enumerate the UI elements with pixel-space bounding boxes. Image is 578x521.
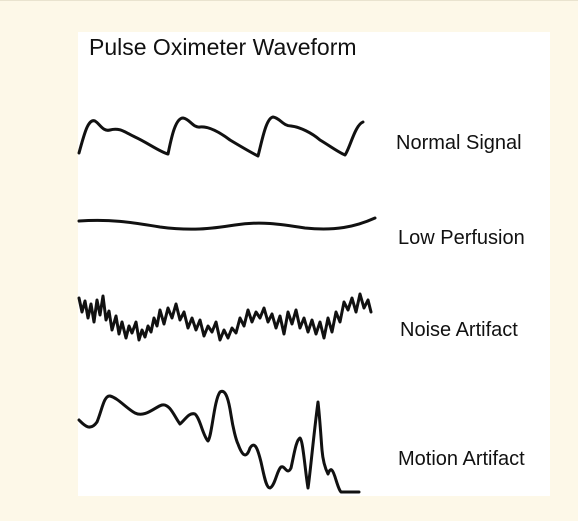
noise-artifact-waveform: [77, 292, 373, 342]
low-perfusion-waveform: [77, 216, 377, 231]
low-perfusion-label: Low Perfusion: [398, 227, 525, 249]
figure-panel: [78, 32, 550, 496]
top-divider: [0, 0, 578, 1]
noise-artifact-label: Noise Artifact: [400, 319, 518, 341]
motion-artifact-label: Motion Artifact: [398, 448, 525, 470]
normal-signal-label: Normal Signal: [396, 132, 522, 154]
normal-signal-waveform: [77, 115, 365, 158]
motion-artifact-waveform: [77, 389, 361, 494]
figure-title: Pulse Oximeter Waveform: [89, 34, 357, 60]
